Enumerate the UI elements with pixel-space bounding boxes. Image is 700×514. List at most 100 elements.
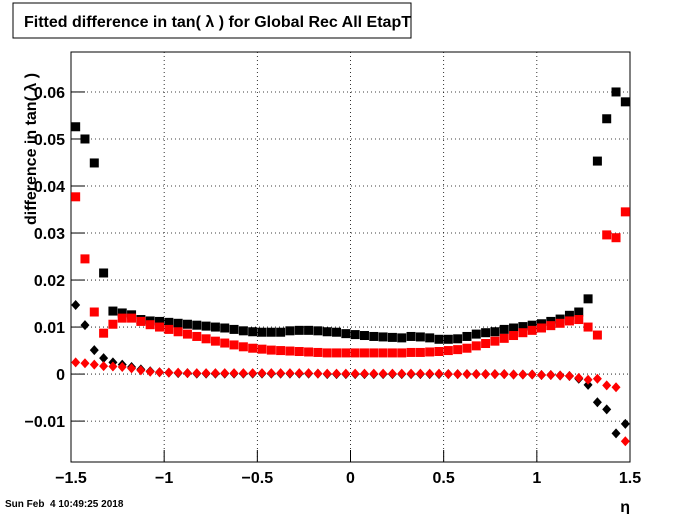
data-point — [415, 332, 425, 342]
data-point — [564, 370, 574, 381]
data-point — [238, 326, 248, 336]
data-point — [611, 382, 621, 393]
data-point — [201, 334, 211, 344]
data-point — [80, 254, 90, 264]
data-point — [555, 370, 565, 381]
data-point — [425, 333, 435, 343]
data-point — [332, 348, 342, 358]
data-point — [164, 367, 174, 378]
data-point — [80, 358, 90, 369]
data-point — [387, 368, 397, 379]
data-point — [117, 308, 127, 318]
x-tick-label: 1.5 — [619, 470, 641, 487]
data-point — [481, 328, 491, 338]
data-point — [173, 327, 183, 337]
data-point — [509, 331, 519, 341]
data-point — [164, 324, 174, 334]
data-point — [276, 368, 286, 379]
data-point — [369, 348, 379, 358]
data-point — [71, 122, 81, 132]
data-point — [201, 321, 211, 331]
data-point — [499, 369, 509, 380]
data-point — [266, 327, 276, 337]
data-point — [341, 329, 351, 339]
data-point — [453, 334, 463, 344]
data-point — [71, 192, 81, 202]
data-point — [210, 336, 220, 346]
data-point — [108, 319, 118, 329]
data-point — [220, 338, 230, 348]
data-point — [350, 348, 360, 358]
data-point — [453, 345, 463, 355]
data-point — [359, 368, 369, 379]
y-axis-label: difference in tan( λ ) — [23, 73, 40, 225]
data-point — [182, 368, 192, 379]
data-point — [490, 369, 500, 380]
data-point — [620, 97, 630, 107]
data-point — [574, 307, 584, 317]
data-point — [592, 373, 602, 384]
data-point — [210, 368, 220, 379]
data-point — [220, 368, 230, 379]
data-point — [71, 357, 81, 368]
data-point — [99, 268, 109, 278]
data-point — [611, 428, 621, 439]
data-point — [108, 361, 118, 372]
data-point — [313, 368, 323, 379]
data-point — [583, 374, 593, 385]
data-point — [443, 334, 453, 344]
data-point — [220, 323, 230, 333]
data-point — [285, 346, 295, 356]
data-point — [182, 319, 192, 329]
y-tick-label: −0.01 — [25, 414, 66, 431]
data-point — [592, 330, 602, 340]
data-point — [527, 325, 537, 335]
data-point — [611, 87, 621, 97]
data-point — [481, 339, 491, 349]
data-point — [229, 368, 239, 379]
data-point — [574, 315, 584, 325]
data-point — [294, 347, 304, 357]
data-point — [462, 369, 472, 380]
y-tick-label: 0.03 — [34, 226, 65, 243]
data-point — [322, 348, 332, 358]
data-point — [546, 370, 556, 381]
data-point — [257, 327, 267, 337]
data-point — [108, 306, 118, 316]
data-point — [201, 368, 211, 379]
data-point — [620, 436, 630, 447]
data-point — [332, 368, 342, 379]
data-point — [173, 367, 183, 378]
data-point — [397, 348, 407, 358]
data-point — [406, 331, 416, 341]
data-point — [89, 359, 99, 370]
data-point — [434, 347, 444, 357]
data-point — [397, 333, 407, 343]
data-point — [192, 368, 202, 379]
data-point — [564, 310, 574, 320]
data-point — [238, 342, 248, 352]
data-point — [583, 294, 593, 304]
data-point — [620, 207, 630, 217]
x-tick-label: −1.5 — [55, 470, 87, 487]
data-point — [359, 331, 369, 341]
data-point — [415, 347, 425, 357]
data-point — [387, 348, 397, 358]
data-point — [471, 341, 481, 351]
data-point — [518, 322, 528, 332]
data-point — [481, 369, 491, 380]
data-point — [294, 325, 304, 335]
data-point — [518, 328, 528, 338]
data-point — [173, 318, 183, 328]
data-point — [155, 322, 165, 332]
data-point — [490, 327, 500, 337]
data-point — [490, 336, 500, 346]
y-tick-label: 0.06 — [34, 85, 65, 102]
data-point — [248, 327, 258, 337]
data-point — [564, 316, 574, 326]
data-point — [471, 329, 481, 339]
data-point — [509, 323, 519, 333]
data-point — [369, 331, 379, 341]
data-point — [369, 368, 379, 379]
